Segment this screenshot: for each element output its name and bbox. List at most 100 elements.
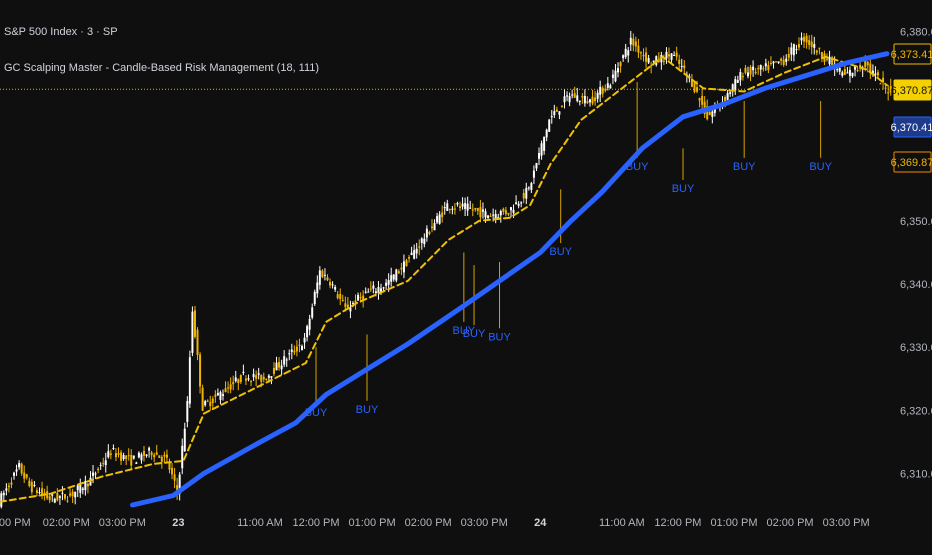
time-axis[interactable]: 1:00 PM 02:00 PM 03:00 PM 23 11:00 AM 12:00 P… <box>0 517 870 529</box>
candle-body <box>670 53 673 60</box>
candle-body <box>114 453 117 458</box>
candle-body <box>665 51 668 59</box>
candle-body <box>171 468 174 475</box>
candle-body <box>344 303 347 307</box>
candle-body <box>632 38 635 46</box>
candle-body <box>775 61 778 63</box>
candle-body <box>372 285 375 289</box>
candle-body <box>782 59 785 65</box>
candle-body <box>530 182 533 190</box>
candle-body <box>619 62 622 67</box>
candle-body <box>165 454 168 458</box>
candle-body <box>112 448 115 450</box>
candle-body <box>176 485 179 493</box>
candle-body <box>311 307 314 318</box>
candle-body <box>604 88 607 91</box>
price-label: 6,370.87 <box>891 85 932 97</box>
candle-body <box>747 72 750 77</box>
candles <box>0 30 892 509</box>
candle-body <box>357 294 360 301</box>
symbol-title[interactable]: S&P 500 Index · 3 · SP <box>4 26 118 38</box>
candle-body <box>846 72 849 74</box>
x-tick-label: 02:00 PM <box>43 517 90 529</box>
candle-body <box>214 394 217 397</box>
candle-body <box>127 455 130 457</box>
candle-body <box>759 64 762 70</box>
buy-label: BUY <box>463 328 486 340</box>
candle-body <box>453 208 456 210</box>
candle-body <box>298 344 301 346</box>
candle-body <box>690 78 693 87</box>
candle-body <box>606 83 609 88</box>
price-axis[interactable]: 6,310.00 6,320.00 6,330.00 6,340.00 6,350.00… <box>900 27 932 481</box>
candle-body <box>680 66 683 68</box>
candle-body <box>140 454 143 461</box>
candle-body <box>739 72 742 81</box>
candle-body <box>540 143 543 156</box>
candle-body <box>290 349 293 352</box>
candle-body <box>232 382 235 385</box>
x-tick-label: 01:00 PM <box>349 517 396 529</box>
candle-body <box>754 71 757 74</box>
candle-body <box>448 208 451 210</box>
candle-body <box>84 480 87 491</box>
candle-body <box>125 455 128 460</box>
buy-label: BUY <box>488 331 511 343</box>
candle-body <box>395 269 398 281</box>
candle-body <box>471 209 474 211</box>
candle-body <box>186 400 189 422</box>
candle-body <box>53 498 56 503</box>
x-tick-label: 12:00 PM <box>292 517 339 529</box>
candle-body <box>841 72 844 76</box>
candle-body <box>749 66 752 75</box>
buy-label: BUY <box>809 161 832 173</box>
candle-body <box>864 59 867 68</box>
candle-body <box>2 492 5 496</box>
candle-body <box>787 54 790 58</box>
candle-body <box>558 111 561 115</box>
candle-body <box>594 97 597 101</box>
candle-body <box>708 111 711 116</box>
candle-body <box>48 496 51 501</box>
fast-line <box>0 55 888 503</box>
candle-body <box>729 92 732 94</box>
candle-body <box>466 203 469 211</box>
candle-body <box>762 68 765 70</box>
candle-body <box>346 304 349 310</box>
candle-body <box>120 452 123 461</box>
candle-body <box>777 61 780 63</box>
price-labels: 6,373.41 6,370.87 6,370.41 6,369.87 <box>891 43 932 173</box>
candle-body <box>634 41 637 47</box>
candle-body <box>425 228 428 238</box>
candle-body <box>617 68 620 73</box>
candle-body <box>673 54 676 56</box>
candle-body <box>795 49 798 51</box>
candle-body <box>41 488 44 495</box>
candle-body <box>464 203 467 209</box>
price-label-box <box>893 116 932 138</box>
candle-body <box>451 208 454 210</box>
candle-body <box>181 445 184 469</box>
candle-body <box>550 116 553 118</box>
candle-body <box>117 453 120 455</box>
candle-body <box>581 96 584 98</box>
candle-body <box>566 95 569 97</box>
candle-body <box>502 208 505 212</box>
x-tick-label: 03:00 PM <box>823 517 870 529</box>
candle-body <box>204 401 207 406</box>
candle-body <box>99 464 102 466</box>
candle-body <box>23 472 26 479</box>
indicator-title[interactable]: GC Scalping Master - Candle-Based Risk M… <box>4 62 320 74</box>
candle-body <box>752 66 755 71</box>
candle-body <box>13 472 16 476</box>
candle-body <box>160 456 163 462</box>
candle-body <box>35 490 38 493</box>
candle-body <box>326 277 329 281</box>
candle-body <box>250 380 253 382</box>
candle-body <box>413 250 416 259</box>
candle-body <box>545 129 548 138</box>
candle-body <box>92 472 95 476</box>
